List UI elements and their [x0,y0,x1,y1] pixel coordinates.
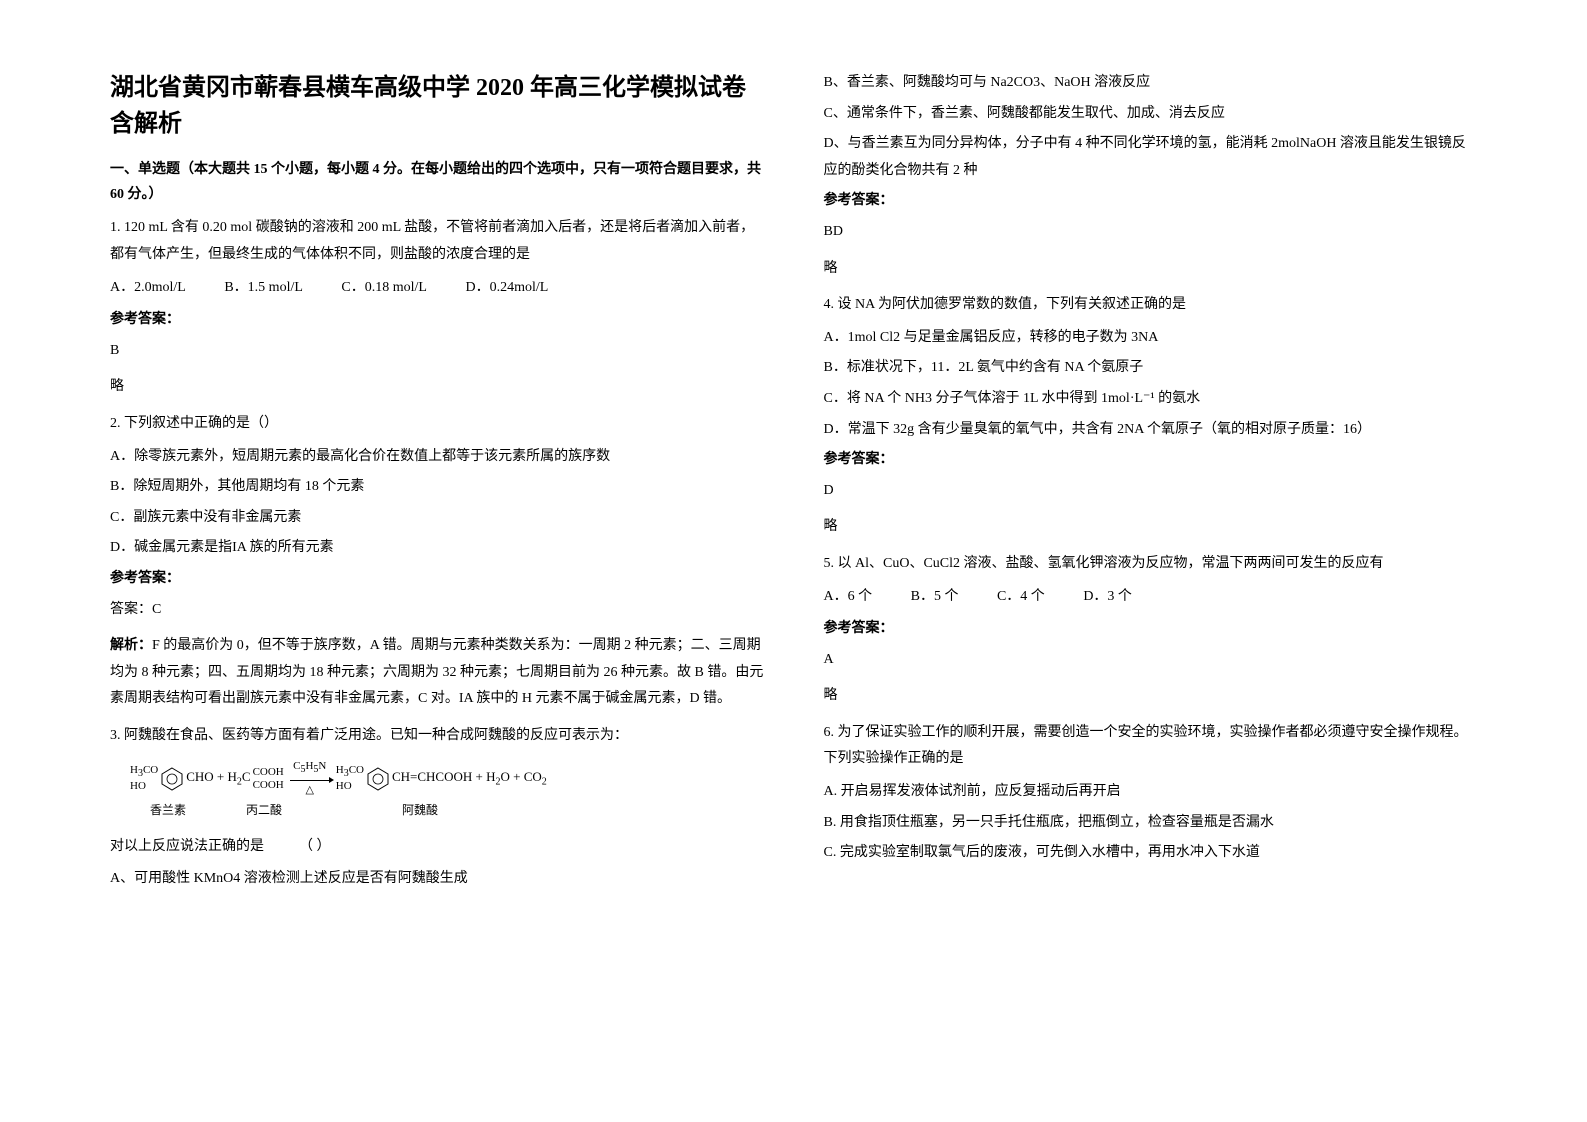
q3-answer: BD [824,219,1478,246]
q3-answer-label: 参考答案： [824,188,1478,215]
reaction-label-2: 丙二酸 [246,802,282,819]
q4-text: 4. 设 NA 为阿伏加德罗常数的数值，下列有关叙述正确的是 [824,292,1478,319]
q5-note: 略 [824,683,1478,710]
q5-optB: B．5 个 [911,584,959,611]
q1-optB: B．1.5 mol/L [224,275,303,302]
q3-text2: 对以上反应说法正确的是 （ ） [110,834,764,861]
benzene-ring-icon [364,765,392,793]
q6-optC: C. 完成实验室制取氯气后的废液，可先倒入水槽中，再用水冲入下水道 [824,840,1478,867]
q1-optC: C．0.18 mol/L [341,275,427,302]
q5-optC: C．4 个 [997,584,1045,611]
q1-options: A．2.0mol/L B．1.5 mol/L C．0.18 mol/L D．0.… [110,275,764,302]
q4-answer: D [824,478,1478,505]
q4-note: 略 [824,514,1478,541]
q4-optB: B．标准状况下，11．2L 氨气中约含有 NA 个氨原子 [824,355,1478,382]
q3-optB: B、香兰素、阿魏酸均可与 Na2CO3、NaOH 溶液反应 [824,70,1478,97]
q2-optD: D．碱金属元素是指IA 族的所有元素 [110,535,764,562]
q4-optC: C．将 NA 个 NH3 分子气体溶于 1L 水中得到 1mol·L⁻¹ 的氨水 [824,386,1478,413]
q5-optA: A．6 个 [824,584,873,611]
benzene-ring-icon [158,765,186,793]
q6-text: 6. 为了保证实验工作的顺利开展，需要创造一个安全的实验环境，实验操作者都必须遵… [824,720,1478,773]
q6-optB: B. 用食指顶住瓶塞，另一只手托住瓶底，把瓶倒立，检查容量瓶是否漏水 [824,810,1478,837]
q1-text: 1. 120 mL 含有 0.20 mol 碳酸钠的溶液和 200 mL 盐酸，… [110,215,764,268]
q2-optA: A．除零族元素外，短周期元素的最高化合价在数值上都等于该元素所属的族序数 [110,444,764,471]
q3-optC: C、通常条件下，香兰素、阿魏酸都能发生取代、加成、消去反应 [824,101,1478,128]
q3-note: 略 [824,256,1478,283]
q1-note: 略 [110,374,764,401]
q2-answer-label: 参考答案： [110,566,764,593]
q3-optD: D、与香兰素互为同分异构体，分子中有 4 种不同化学环境的氢，能消耗 2molN… [824,131,1478,184]
q1-optA: A．2.0mol/L [110,275,186,302]
q2-answer: 答案：C [110,597,764,624]
reaction-diagram: H3CO HO CHO + H2C COOH COOH C5H5N △ H3CO… [130,759,764,818]
q5-answer-label: 参考答案： [824,616,1478,643]
q5-text: 5. 以 Al、CuO、CuCl2 溶液、盐酸、氢氧化钾溶液为反应物，常温下两两… [824,551,1478,578]
q5-options: A．6 个 B．5 个 C．4 个 D．3 个 [824,584,1478,611]
q2-optC: C．副族元素中没有非金属元素 [110,505,764,532]
reaction-label-1: 香兰素 [150,802,186,819]
q5-optD: D．3 个 [1083,584,1132,611]
q5-answer: A [824,647,1478,674]
q2-explanation: 解析：F 的最高价为 0，但不等于族序数，A 错。周期与元素种类数关系为：一周期… [110,633,764,713]
document-title: 湖北省黄冈市蕲春县横车高级中学 2020 年高三化学模拟试卷含解析 [110,70,764,142]
q2-optB: B．除短周期外，其他周期均有 18 个元素 [110,474,764,501]
q2-text: 2. 下列叙述中正确的是（） [110,411,764,438]
section-header: 一、单选题（本大题共 15 个小题，每小题 4 分。在每小题给出的四个选项中，只… [110,157,764,207]
q3-optA: A、可用酸性 KMnO4 溶液检测上述反应是否有阿魏酸生成 [110,866,764,893]
reaction-label-3: 阿魏酸 [402,802,438,819]
q6-optA: A. 开启易挥发液体试剂前，应反复摇动后再开启 [824,779,1478,806]
q1-optD: D．0.24mol/L [465,275,548,302]
q1-answer: B [110,338,764,365]
q1-answer-label: 参考答案： [110,307,764,334]
q4-optA: A．1mol Cl2 与足量金属铝反应，转移的电子数为 3NA [824,325,1478,352]
q4-answer-label: 参考答案： [824,447,1478,474]
q4-optD: D．常温下 32g 含有少量臭氧的氧气中，共含有 2NA 个氧原子（氧的相对原子… [824,417,1478,444]
q3-text: 3. 阿魏酸在食品、医药等方面有着广泛用途。已知一种合成阿魏酸的反应可表示为： [110,723,764,750]
